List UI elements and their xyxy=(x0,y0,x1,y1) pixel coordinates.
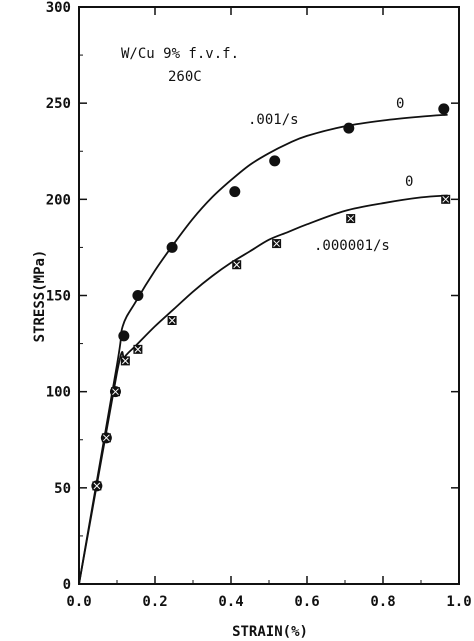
data-point-slow xyxy=(101,433,111,443)
data-point-slow xyxy=(167,316,177,326)
data-point-slow xyxy=(346,214,356,224)
x-tick-label: 0.0 xyxy=(66,594,91,610)
square-marker-cross xyxy=(273,240,280,247)
square-marker-cross xyxy=(122,357,129,365)
data-point-fast xyxy=(229,186,241,198)
square-marker-cross xyxy=(103,434,110,442)
y-tick-label: 100 xyxy=(46,385,71,401)
x-axis-label: STRAIN(%) xyxy=(232,624,308,640)
data-point-slow xyxy=(133,344,143,354)
title-line-1: W/Cu 9% f.v.f. xyxy=(121,46,239,62)
x-tick-label: 0.6 xyxy=(294,594,319,610)
x-tick-label: 1.0 xyxy=(446,594,471,610)
data-points xyxy=(91,103,451,492)
y-tick-label: 150 xyxy=(46,289,71,305)
series-label-fast: .001/s xyxy=(248,112,299,128)
annotations: W/Cu 9% f.v.f. 260C .001/s .000001/s 0 0 xyxy=(121,46,413,254)
x-tick-label: 0.4 xyxy=(218,594,243,610)
square-marker-cross xyxy=(442,195,450,203)
square-marker-cross xyxy=(347,215,355,222)
data-point-slow xyxy=(232,260,242,270)
series-end-label-slow: 0 xyxy=(405,174,413,190)
data-point-fast xyxy=(118,330,130,342)
data-point-slow xyxy=(120,356,130,366)
data-point-fast xyxy=(166,241,178,253)
axis-tick-labels: 0.0 0.2 0.4 0.6 0.8 1.0 0 50 100 150 200 250 300 xyxy=(46,0,472,610)
data-point-slow xyxy=(441,194,451,204)
data-point-slow xyxy=(92,481,102,491)
y-tick-label: 50 xyxy=(54,481,71,497)
y-tick-label: 0 xyxy=(63,577,71,593)
axis-ticks xyxy=(78,6,460,585)
data-point-fast xyxy=(343,122,355,134)
y-tick-label: 250 xyxy=(46,96,71,112)
data-point-fast xyxy=(269,155,281,167)
x-tick-label: 0.2 xyxy=(142,594,167,610)
y-tick-label: 200 xyxy=(46,192,71,208)
square-marker-cross xyxy=(134,345,142,353)
x-tick-label: 0.8 xyxy=(370,594,395,610)
y-tick-label: 300 xyxy=(46,0,71,16)
series-end-label-fast: 0 xyxy=(396,96,404,112)
title-line-2: 260C xyxy=(168,69,202,85)
series-label-slow: .000001/s xyxy=(314,238,390,254)
y-axis-label: STRESS(MPa) xyxy=(32,250,48,343)
data-point-fast xyxy=(438,103,450,115)
data-point-slow xyxy=(272,239,282,249)
fit-curve-slow xyxy=(78,194,448,585)
square-marker-cross xyxy=(233,261,241,269)
data-point-slow xyxy=(110,387,120,397)
data-point-fast xyxy=(132,290,144,301)
square-marker-cross xyxy=(168,317,176,324)
square-marker-cross xyxy=(112,388,119,396)
square-marker-cross xyxy=(93,482,101,490)
